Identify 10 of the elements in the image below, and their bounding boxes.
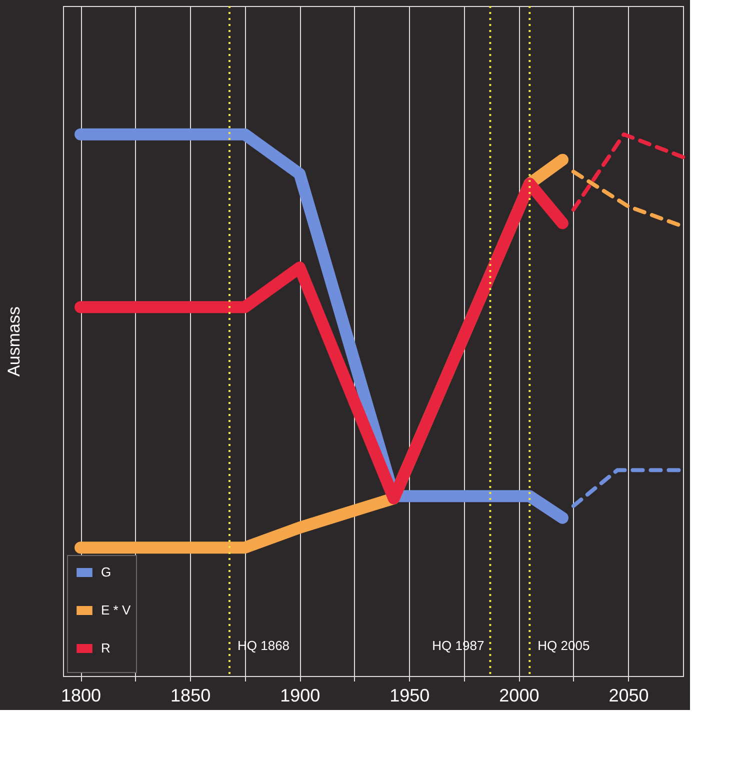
x-tick-label: 2050 bbox=[608, 686, 649, 706]
legend-label: G bbox=[101, 564, 112, 580]
y-axis-title: Ausmass bbox=[4, 306, 24, 376]
legend-label: R bbox=[101, 640, 110, 656]
x-tick-label: 1900 bbox=[280, 686, 320, 706]
x-tick-label: 2000 bbox=[499, 686, 540, 706]
x-tick-label: 1950 bbox=[390, 686, 430, 706]
legend-label: E * V bbox=[101, 602, 131, 618]
x-tick-label: 1800 bbox=[61, 686, 102, 706]
x-tick-label: 1850 bbox=[170, 686, 211, 706]
